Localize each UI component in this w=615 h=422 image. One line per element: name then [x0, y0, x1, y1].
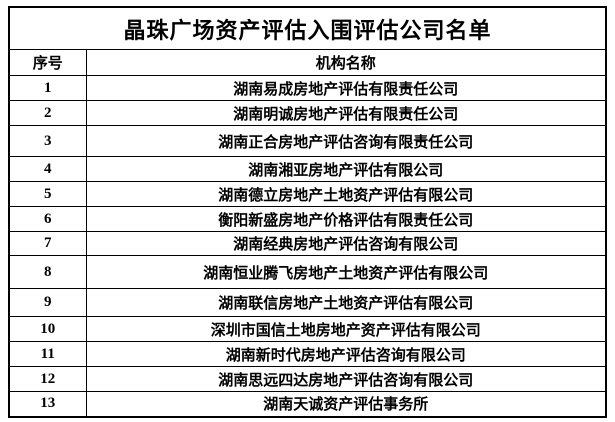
column-header-row: 序号 机构名称 — [8, 49, 607, 76]
table-row: 9 湖南联信房地产土地资产评估有限公司 — [8, 288, 607, 317]
table-row: 2 湖南明诚房地产评估有限责任公司 — [8, 100, 607, 126]
company-name-cell: 湖南经典房地产评估咨询有限公司 — [85, 231, 607, 256]
row-seq-cell: 2 — [8, 100, 87, 126]
row-seq-cell: 10 — [8, 316, 87, 342]
table-body: 1 湖南易成房地产评估有限责任公司 2 湖南明诚房地产评估有限责任公司 3 湖南正合房地产… — [8, 75, 607, 417]
table-row: 4 湖南湘亚房地产评估有限公司 — [8, 156, 607, 182]
company-name-cell: 湖南正合房地产评估咨询有限责任公司 — [85, 125, 607, 157]
table-row: 11 湖南新时代房地产评估咨询有限公司 — [8, 341, 607, 367]
table-row: 6 衡阳新盛房地产价格评估有限责任公司 — [8, 206, 607, 232]
company-name-cell: 湖南天诚资产评估事务所 — [85, 391, 607, 417]
company-name-cell: 湖南湘亚房地产评估有限公司 — [85, 156, 607, 182]
row-seq-cell: 1 — [8, 75, 87, 101]
table-row: 1 湖南易成房地产评估有限责任公司 — [8, 75, 607, 101]
company-name-cell: 湖南思远四达房地产评估咨询有限公司 — [85, 366, 607, 392]
row-seq-cell: 9 — [8, 288, 87, 317]
row-seq-cell: 11 — [8, 341, 87, 367]
table-row: 3 湖南正合房地产评估咨询有限责任公司 — [8, 125, 607, 157]
company-name-cell: 湖南易成房地产评估有限责任公司 — [85, 75, 607, 101]
table-row: 12 湖南思远四达房地产评估咨询有限公司 — [8, 366, 607, 392]
column-header-seq: 序号 — [8, 49, 87, 76]
company-name-cell: 湖南新时代房地产评估咨询有限公司 — [85, 341, 607, 367]
table-row: 5 湖南德立房地产土地资产评估有限公司 — [8, 181, 607, 207]
row-seq-cell: 8 — [8, 255, 87, 289]
company-name-cell: 湖南德立房地产土地资产评估有限公司 — [85, 181, 607, 207]
row-seq-cell: 5 — [8, 181, 87, 207]
company-name-cell: 湖南恒业腾飞房地产土地资产评估有限公司 — [85, 255, 607, 289]
company-list-table: 晶珠广场资产评估入围评估公司名单 序号 机构名称 1 湖南易成房地产评估有限责任公… — [8, 6, 608, 418]
title-row: 晶珠广场资产评估入围评估公司名单 — [8, 6, 607, 50]
row-seq-cell: 12 — [8, 366, 87, 392]
company-name-cell: 深圳市国信土地房地产资产评估有限公司 — [85, 316, 607, 342]
row-seq-cell: 13 — [8, 391, 87, 417]
row-seq-cell: 6 — [8, 206, 87, 232]
company-name-cell: 湖南联信房地产土地资产评估有限公司 — [85, 288, 607, 317]
column-header-name: 机构名称 — [85, 49, 607, 76]
table-row: 7 湖南经典房地产评估咨询有限公司 — [8, 231, 607, 256]
table-row: 10 深圳市国信土地房地产资产评估有限公司 — [8, 316, 607, 342]
company-name-cell: 湖南明诚房地产评估有限责任公司 — [85, 100, 607, 126]
row-seq-cell: 3 — [8, 125, 87, 157]
table-row: 8 湖南恒业腾飞房地产土地资产评估有限公司 — [8, 255, 607, 289]
table-row: 13 湖南天诚资产评估事务所 — [8, 391, 607, 417]
row-seq-cell: 7 — [8, 231, 87, 256]
company-name-cell: 衡阳新盛房地产价格评估有限责任公司 — [85, 206, 607, 232]
page-title: 晶珠广场资产评估入围评估公司名单 — [8, 6, 607, 50]
row-seq-cell: 4 — [8, 156, 87, 182]
